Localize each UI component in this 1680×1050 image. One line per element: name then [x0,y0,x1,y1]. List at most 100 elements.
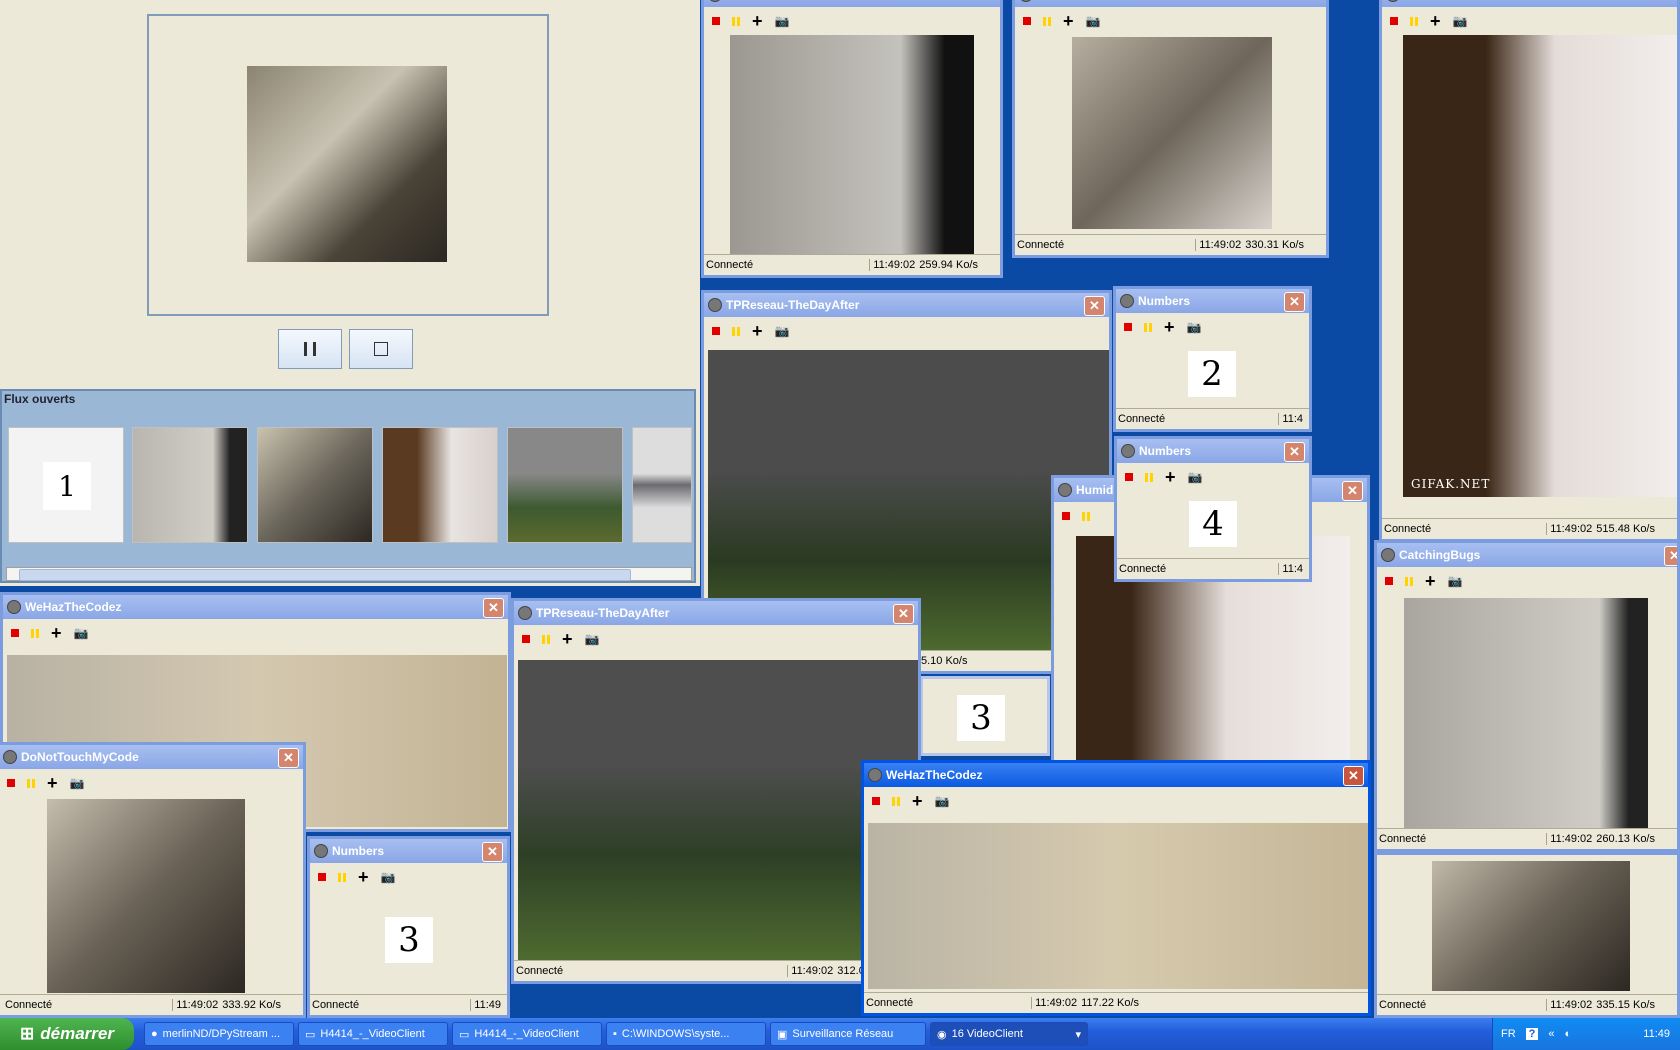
start-button[interactable]: ⊞ démarrer [0,1018,134,1050]
stream-thumb[interactable] [382,427,498,543]
help-icon[interactable]: ? [1525,1028,1539,1040]
stream-thumb[interactable] [507,427,623,543]
add-icon[interactable]: + [1425,571,1436,591]
pause-icon[interactable] [542,634,550,644]
pause-icon[interactable] [892,796,900,806]
camera-icon[interactable]: 📷 [1186,320,1202,334]
add-icon[interactable]: + [1164,317,1175,337]
title-bar[interactable]: WeHazTheCodez ✕ [3,595,508,619]
add-icon[interactable]: + [562,629,573,649]
stop-icon[interactable] [11,629,19,637]
camera-icon[interactable]: 📷 [774,14,790,28]
close-button[interactable]: ✕ [1664,546,1677,566]
close-button[interactable]: ✕ [1343,766,1364,786]
pause-icon[interactable] [1082,511,1090,521]
pause-icon[interactable] [732,16,740,26]
camera-icon[interactable]: 📷 [1447,574,1463,588]
stop-icon[interactable] [522,635,530,643]
close-button[interactable]: ✕ [1284,442,1305,462]
stop-button[interactable] [349,329,413,369]
stream-thumb[interactable] [257,427,373,543]
taskbar-item[interactable]: ▣ Surveillance Réseau [770,1022,926,1046]
video-frame [1072,37,1272,229]
taskbar-item[interactable]: ● merlinND/DPyStream ... [144,1022,294,1046]
title-bar[interactable]: CatchingBugs ✕ [1377,543,1677,567]
main-window: Flux ouverts 1 [0,0,700,586]
camera-icon[interactable]: 📷 [1187,470,1203,484]
title-bar[interactable]: Numbers ✕ [310,839,507,863]
tray-expand-icon[interactable]: « [1548,1028,1555,1040]
add-icon[interactable]: + [1430,11,1441,31]
camera-icon[interactable]: 📷 [73,626,89,640]
taskbar-item[interactable]: ▭ H4414_-_VideoClient [452,1022,602,1046]
camera-icon[interactable]: 📷 [584,632,600,646]
camera-icon[interactable]: 📷 [1452,14,1468,28]
stop-icon[interactable] [712,327,720,335]
add-icon[interactable]: + [752,11,763,31]
stop-icon[interactable] [872,797,880,805]
pause-icon[interactable] [31,628,39,638]
pause-icon[interactable] [1405,576,1413,586]
camera-icon[interactable]: 📷 [1085,14,1101,28]
close-button[interactable]: ✕ [1342,481,1363,501]
app-icon [708,298,722,312]
title-bar[interactable]: TPReseau-TheDayAfter ✕ [704,293,1109,317]
stop-icon[interactable] [1125,473,1133,481]
stream-thumb[interactable]: 1 [8,427,124,543]
stop-icon[interactable] [1023,17,1031,25]
add-icon[interactable]: + [1165,467,1176,487]
pause-button[interactable] [278,329,342,369]
video-window-active: WeHazTheCodez ✕ + 📷 Connecté 11:49:02 117.22… [861,760,1371,1016]
add-icon[interactable]: + [358,867,369,887]
title-bar[interactable]: WeHazTheCodez ✕ [864,763,1368,787]
title-bar[interactable]: Numbers ✕ [1116,289,1309,313]
close-button[interactable]: ✕ [278,748,299,768]
taskbar-item[interactable]: ▪ C:\WINDOWS\syste... [606,1022,766,1046]
numbers-window: Numbers ✕ + 📷 4 Connecté 11:4 [1114,436,1312,582]
taskbar-item[interactable]: ▭ H4414_-_VideoClient [298,1022,448,1046]
camera-icon[interactable]: 📷 [934,794,950,808]
add-icon[interactable]: + [912,791,923,811]
stream-thumb[interactable] [632,427,692,543]
title-bar[interactable]: DoNotTouchMyCode ✕ [0,745,303,769]
camera-icon[interactable]: 📷 [380,870,396,884]
pause-icon[interactable] [1144,322,1152,332]
add-icon[interactable]: + [47,773,58,793]
camera-icon[interactable]: 📷 [69,776,85,790]
stop-icon[interactable] [1390,17,1398,25]
camera-icon[interactable]: 📷 [774,324,790,338]
add-icon[interactable]: + [752,321,763,341]
title-bar[interactable]: Numbers ✕ [1117,439,1309,463]
taskbar-item-group[interactable]: ◉ 16 VideoClient ▾ [930,1022,1088,1046]
pause-icon[interactable] [27,778,35,788]
status-bar: Connecté 11:49:02 335.15 Ko/s [1377,994,1677,1015]
title-bar[interactable] [1015,0,1326,7]
pause-icon[interactable] [338,872,346,882]
add-icon[interactable]: + [1063,11,1074,31]
scrollbar-thumb[interactable] [19,569,631,581]
pause-icon[interactable] [1145,472,1153,482]
pause-icon[interactable] [1043,16,1051,26]
close-button[interactable]: ✕ [1084,296,1105,316]
stop-icon[interactable] [1062,512,1070,520]
pause-icon[interactable] [732,326,740,336]
horizontal-scrollbar[interactable] [6,567,692,581]
language-indicator[interactable]: FR [1501,1028,1516,1040]
volume-icon[interactable]: ◐ [1564,1028,1572,1040]
title-bar[interactable]: TPReseau-TheDayAfter ✕ [514,601,918,625]
close-button[interactable]: ✕ [893,604,914,624]
close-button[interactable]: ✕ [483,598,504,618]
toolbar: + 📷 [704,7,1000,35]
add-icon[interactable]: + [51,623,62,643]
title-bar[interactable] [704,0,1000,7]
stop-icon[interactable] [712,17,720,25]
close-button[interactable]: ✕ [1284,292,1305,312]
stop-icon[interactable] [1385,577,1393,585]
stop-icon[interactable] [7,779,15,787]
stop-icon[interactable] [318,873,326,881]
stream-thumb[interactable] [132,427,248,543]
close-button[interactable]: ✕ [482,842,503,862]
title-bar[interactable] [1382,0,1677,7]
stop-icon[interactable] [1124,323,1132,331]
pause-icon[interactable] [1410,16,1418,26]
